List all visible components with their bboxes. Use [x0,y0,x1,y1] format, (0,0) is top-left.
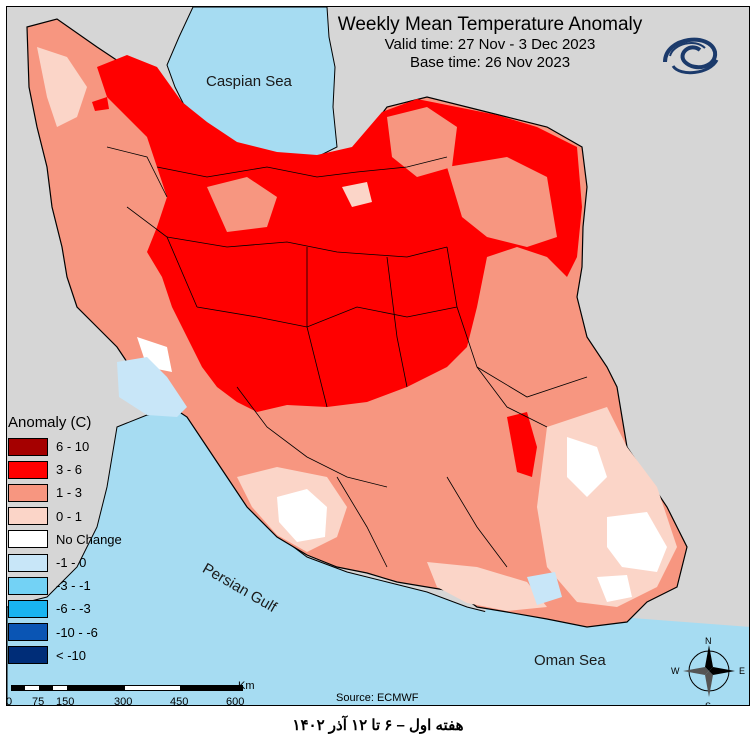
anomaly-1-3-inner-3 [207,177,277,232]
legend-label: -10 - -6 [56,624,98,640]
legend-label: 3 - 6 [56,462,83,478]
scale-unit: Km [238,680,255,692]
valid-time: Valid time: 27 Nov - 3 Dec 2023 [384,36,596,53]
legend-item: 1 - 3 [8,481,168,504]
anomaly-0-1-coast [427,562,547,611]
scale-tick-600: 600 [226,696,245,708]
scale-tick-150: 150 [56,696,75,708]
compass-w: W [671,666,680,676]
anomaly-none-2 [567,437,607,497]
anomaly-3-6-nw [92,97,109,111]
legend-label: -1 - 0 [56,555,87,571]
map-canvas [7,7,749,705]
oman-sea-label: Oman Sea [534,652,606,669]
anomaly-none-3 [607,512,667,572]
legend-swatch [8,623,48,642]
legend-swatch [8,553,48,572]
legend-swatch [8,530,48,549]
anomaly-1-3-inner-1 [387,107,457,177]
legend-item: 3 - 6 [8,458,168,481]
legend-item: -6 - -3 [8,597,168,620]
caspian-sea-label: Caspian Sea [206,73,292,90]
legend-item: 6 - 10 [8,435,168,458]
base-time: Base time: 26 Nov 2023 [409,54,571,71]
map-frame: N S W E [6,6,750,706]
legend-swatch [8,576,48,595]
anomaly-0-1-inner-4 [342,182,372,207]
legend-label: -6 - -3 [56,601,91,617]
legend-swatch [8,599,48,618]
legend-label: -3 - -1 [56,578,91,594]
legend-swatch [8,646,48,665]
map-title-block: Weekly Mean Temperature Anomaly Valid ti… [300,14,680,72]
persian-caption: هفته اول – ۶ تا ۱۲ آذر ۱۴۰۲ [292,717,464,734]
legend-label: No Change [56,531,122,547]
oman-sea [447,607,749,705]
legend-item: < -10 [8,644,168,667]
legend-label: 6 - 10 [56,439,90,455]
compass-s: S [705,701,711,706]
legend-label: < -10 [56,647,86,663]
legend-swatch [8,483,48,502]
anomaly-0-1-nw [37,47,87,127]
compass-e: E [739,666,745,676]
anomaly-3-6-main [97,55,582,412]
legend-item: No Change [8,528,168,551]
scale-tick-450: 450 [170,696,189,708]
scale-labels: 0 75 150 300 450 600 Km [6,680,270,712]
compass-n: N [705,637,712,646]
legend-item: -10 - -6 [8,621,168,644]
legend-item: -1 - 0 [8,551,168,574]
legend-item: -3 - -1 [8,574,168,597]
legend-swatch [8,460,48,479]
data-source: Source: ECMWF [336,692,419,704]
legend: Anomaly (C) 6 - 10 3 - 6 1 - 3 0 - 1 No Chan… [8,414,168,667]
scale-bar [11,685,243,691]
anomaly-neg-1-0-south [527,572,562,605]
institute-logo [655,22,745,132]
legend-swatch [8,437,48,456]
compass-rose: N S W E [669,636,749,706]
legend-swatch [8,507,48,526]
anomaly-1-3-inner-2 [447,157,557,247]
map-title: Weekly Mean Temperature Anomaly [337,14,643,35]
scale-tick-0: 0 [6,696,13,708]
province-boundaries [106,146,588,568]
scale-tick-300: 300 [114,696,133,708]
legend-label: 1 - 3 [56,485,83,501]
anomaly-none-4 [597,575,632,602]
scale-tick-75: 75 [32,696,45,708]
anomaly-3-6-se [507,412,537,477]
legend-title: Anomaly (C) [8,414,92,431]
legend-item: 0 - 1 [8,505,168,528]
anomaly-none-1 [277,489,327,542]
legend-label: 0 - 1 [56,508,83,524]
anomaly-neg-1-0-west [117,357,187,417]
